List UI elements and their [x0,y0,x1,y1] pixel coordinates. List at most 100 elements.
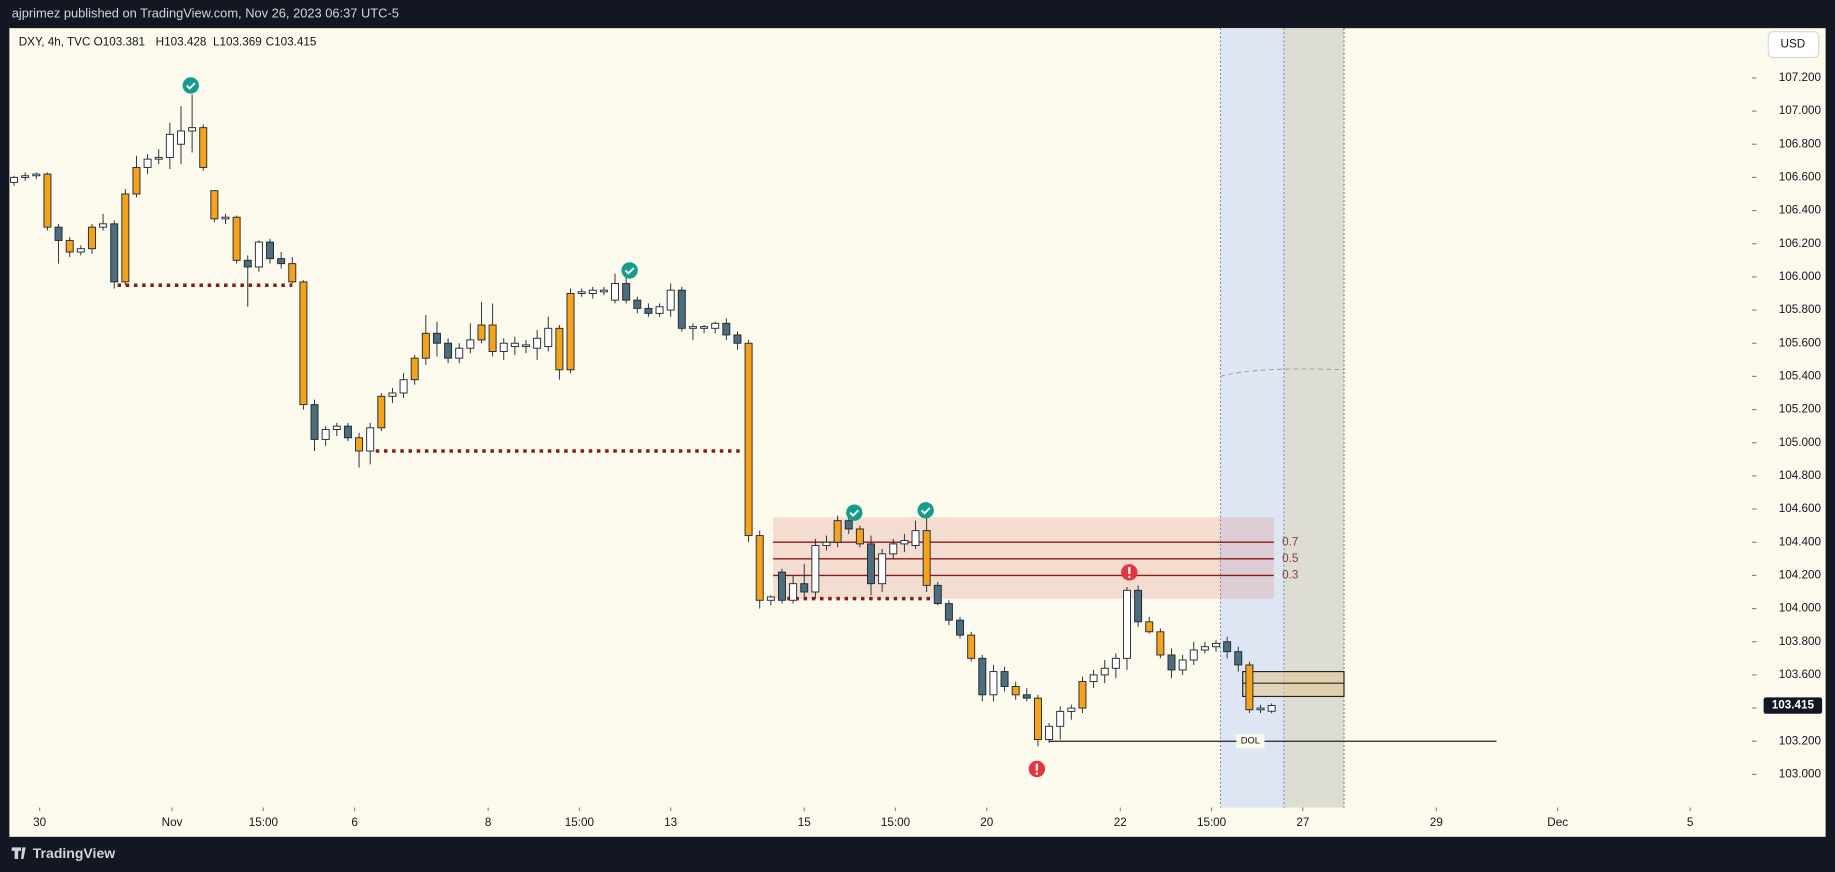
candle-body [800,583,809,593]
check-icon [621,262,638,279]
candle-body [366,427,375,452]
y-tick-label: 105.000 [1779,436,1822,449]
y-tick-label: 106.800 [1779,137,1822,150]
y-tick-label: 105.800 [1779,303,1822,316]
plot: 0.7 0.5 0.3 DOL [10,28,1497,808]
publisher: ajprimez published on TradingView.com, N… [12,6,399,21]
candle-body [1178,659,1187,671]
y-tick-label: 106.000 [1779,270,1822,283]
y-tick-label: 105.400 [1779,369,1822,382]
candle-body [1245,664,1254,711]
candle-body [855,528,864,545]
y-tick-label: 103.200 [1779,734,1822,747]
candle-body [221,216,230,220]
candle-body [733,334,742,344]
x-tick-label: 13 [664,816,677,829]
candle-body [210,190,219,220]
y-tick-label: 104.600 [1779,502,1822,515]
check-icon [182,77,199,94]
y-tick-label: 103.600 [1779,668,1822,681]
currency-button[interactable] [1767,31,1820,58]
y-tick-label: 107.200 [1779,71,1822,84]
x-tick-label: 15:00 [1197,816,1227,829]
candle-body [143,158,152,168]
candle-body [355,437,364,452]
candle-body [232,216,241,261]
x-tick-label: 8 [485,816,492,829]
candle-body [177,130,185,145]
candle-body [377,395,386,429]
plot-background [9,28,1826,837]
candle-body [254,241,263,268]
projection-curve [1220,368,1345,377]
last-price: 103.415 [1772,699,1815,712]
candle-body [933,584,942,605]
ohlc-high: H103.428 [156,35,207,48]
symbol: DXY, 4h, TVC [19,35,91,48]
candle-body [1100,667,1109,676]
y-tick-label: 106.200 [1779,237,1822,250]
candle-body [833,520,842,543]
candle-body [310,404,319,440]
candle-body [978,657,987,696]
candle-body [1000,671,1009,687]
candle-body [510,342,519,348]
candle-body [1022,694,1031,699]
currency: USD [1781,38,1806,51]
candle-body [99,223,108,228]
candle-body [599,289,608,293]
candle-body [711,322,720,329]
y-tick-label: 104.800 [1779,469,1822,482]
candle-body [666,289,675,311]
candle-body [700,326,709,329]
dol-label: DOL [1241,736,1260,746]
candle-body [421,332,430,359]
candle-body [477,324,486,341]
y-tick-label: 105.600 [1779,336,1822,349]
y-tick-label: 103.800 [1779,635,1822,648]
candle-body [900,540,909,545]
candle-body [1212,642,1220,648]
candle-body [343,425,352,439]
candle-body [1134,589,1143,623]
candle-body [811,545,820,593]
candle-body [76,248,85,253]
candle-body [622,283,631,301]
candle-body [1256,707,1265,711]
candle-body [332,425,341,430]
fib-label: 0.3 [1282,568,1298,581]
candle-body [822,541,831,547]
candle-body [1145,621,1154,633]
y-tick-label: 106.600 [1779,170,1822,183]
y-tick-label: 106.400 [1779,204,1822,217]
brand-logo [11,847,26,860]
candle-body [889,543,898,555]
candle-body [544,327,553,348]
candle-body [555,327,564,371]
candle-body [132,166,141,195]
candle-body [789,583,798,601]
candle-body [1045,725,1054,741]
candle-body [867,543,875,585]
x-tick-label: 29 [1430,816,1443,829]
candle-body [777,571,786,601]
candle-body [722,322,731,336]
candle-body [65,239,74,253]
candle-body [1200,646,1209,651]
candle-body [499,342,508,352]
alert-icon [1028,760,1046,778]
candle-body [266,241,274,260]
x-tick-label: 15:00 [881,816,911,829]
check-icon [917,502,934,519]
x-tick-label: 15:00 [249,816,279,829]
last-price-tag [1763,697,1823,714]
y-tick-label: 104.000 [1779,602,1822,615]
candle-body [766,596,775,601]
candle-body [32,173,41,177]
candle-body [577,291,586,294]
candle-body [154,157,163,160]
candle-body [655,306,664,314]
x-tick-label: 27 [1296,816,1309,829]
candle-body [677,289,686,329]
candle-body [399,379,408,394]
